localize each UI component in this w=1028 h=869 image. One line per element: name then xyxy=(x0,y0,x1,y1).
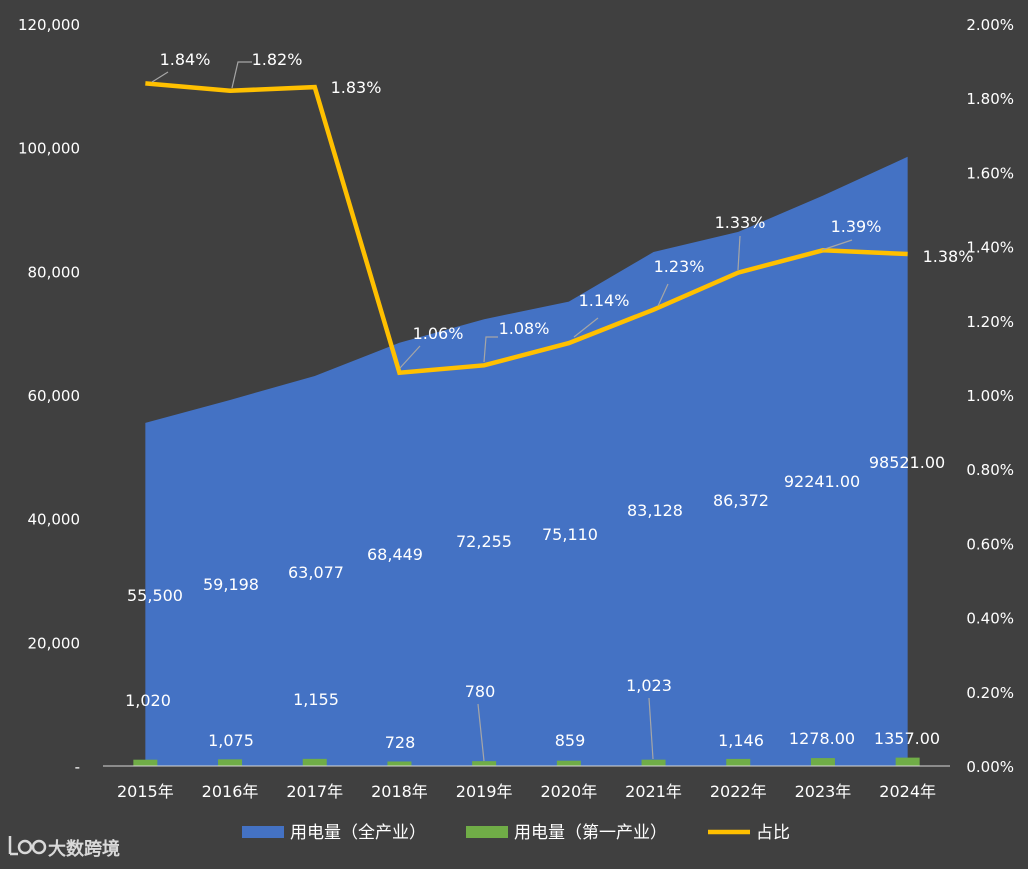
bar-primary-industry xyxy=(387,761,412,766)
y-right-tick-label: 2.00% xyxy=(966,16,1014,34)
watermark-logo-icon xyxy=(8,836,47,856)
y-left-tick-label: - xyxy=(75,758,80,776)
line-series-group xyxy=(145,81,908,376)
data-label-total: 68,449 xyxy=(367,545,423,564)
legend-label: 用电量（全产业） xyxy=(290,823,426,843)
y-right-tick-label: 1.60% xyxy=(966,164,1014,182)
data-label-total: 72,255 xyxy=(456,532,512,551)
y-right-tick-label: 0.60% xyxy=(966,535,1014,553)
y-right-tick-label: 0.40% xyxy=(966,610,1014,628)
y-right-tick-label: 1.80% xyxy=(966,90,1014,108)
x-tick-label: 2022年 xyxy=(710,782,767,801)
data-label-leader xyxy=(821,239,853,251)
x-tick-label: 2017年 xyxy=(286,782,343,801)
watermark-text: 大数跨境 xyxy=(48,838,120,860)
y-right-tick-label: 0.20% xyxy=(966,684,1014,702)
data-label-share: 1.23% xyxy=(654,257,705,276)
bar-primary-industry xyxy=(726,758,751,766)
data-label-primary: 1,023 xyxy=(626,676,672,695)
y-right-tick-label: 1.20% xyxy=(966,313,1014,331)
data-label-total: 98521.00 xyxy=(869,453,945,472)
data-label-total: 55,500 xyxy=(127,586,183,605)
data-label-primary: 1357.00 xyxy=(874,729,940,748)
y-left-tick-label: 100,000 xyxy=(18,140,80,158)
y-left-tick-label: 120,000 xyxy=(18,16,80,34)
data-label-primary: 780 xyxy=(465,682,496,701)
data-label-share: 1.06% xyxy=(413,324,464,343)
bar-primary-industry xyxy=(218,759,243,766)
data-label-total: 83,128 xyxy=(627,501,683,520)
data-label-share: 1.39% xyxy=(831,217,882,236)
data-label-leader xyxy=(399,345,421,369)
data-label-leader xyxy=(477,703,485,762)
data-label-total: 86,372 xyxy=(713,491,769,510)
data-label-share: 1.33% xyxy=(715,213,766,232)
data-label-total: 92241.00 xyxy=(784,472,860,491)
data-label-share: 1.14% xyxy=(579,291,630,310)
y-left-tick-label: 20,000 xyxy=(28,634,81,652)
data-label-share: 1.08% xyxy=(499,319,550,338)
data-label-primary: 859 xyxy=(555,731,586,750)
data-label-primary: 728 xyxy=(385,733,416,752)
bar-primary-industry xyxy=(895,757,920,766)
data-label-total: 75,110 xyxy=(542,525,598,544)
area-series-total xyxy=(145,156,908,766)
data-label-leader xyxy=(151,71,169,83)
data-label-primary: 1,020 xyxy=(125,691,171,710)
x-tick-label: 2024年 xyxy=(879,782,936,801)
data-label-leader xyxy=(483,336,498,363)
x-tick-label: 2019年 xyxy=(456,782,513,801)
x-tick-label: 2015年 xyxy=(117,782,174,801)
legend-label: 占比 xyxy=(756,823,790,843)
y-right-tick-label: 1.00% xyxy=(966,387,1014,405)
legend-swatch xyxy=(466,826,508,838)
y-left-tick-label: 40,000 xyxy=(28,511,81,529)
data-label-share: 1.84% xyxy=(160,50,211,69)
data-label-leader xyxy=(231,61,252,89)
data-label-share: 1.82% xyxy=(252,50,303,69)
data-label-primary: 1,146 xyxy=(718,731,764,750)
watermark: 大数跨境 xyxy=(8,836,120,860)
bar-primary-industry xyxy=(641,759,666,766)
y-right-tick-label: 0.00% xyxy=(966,758,1014,776)
data-label-leader xyxy=(573,317,599,338)
line-series-share xyxy=(145,81,908,376)
data-label-share: 1.83% xyxy=(331,78,382,97)
data-label-primary: 1,155 xyxy=(293,690,339,709)
data-labels-group: 55,500 59,198 63,077 68,449 72,255 75,110 83,1… xyxy=(125,50,974,762)
y-left-tick-label: 60,000 xyxy=(28,387,81,405)
data-label-leader xyxy=(648,697,654,760)
legend: 用电量（全产业） 用电量（第一产业） 占比 xyxy=(242,823,790,843)
legend-swatch xyxy=(242,826,284,838)
bar-primary-industry xyxy=(472,761,497,766)
data-label-share: 1.38% xyxy=(923,247,974,266)
x-tick-label: 2018年 xyxy=(371,782,428,801)
data-label-leader xyxy=(737,235,741,271)
bar-primary-industry xyxy=(133,759,158,766)
x-tick-label: 2020年 xyxy=(540,782,597,801)
bar-primary-industry xyxy=(302,758,327,766)
axes-group: - 20,000 40,000 60,000 80,000 100,000 120,000 0… xyxy=(18,16,1014,801)
legend-label: 用电量（第一产业） xyxy=(514,823,667,843)
x-tick-label: 2016年 xyxy=(202,782,259,801)
x-tick-label: 2023年 xyxy=(795,782,852,801)
data-label-primary: 1278.00 xyxy=(789,729,855,748)
bar-primary-industry xyxy=(810,758,835,766)
data-label-total: 59,198 xyxy=(203,575,259,594)
y-right-tick-label: 1.40% xyxy=(966,239,1014,257)
x-tick-label: 2021年 xyxy=(625,782,682,801)
data-label-leader xyxy=(657,283,669,307)
data-label-total: 63,077 xyxy=(288,563,344,582)
bar-primary-industry xyxy=(556,760,581,766)
data-label-primary: 1,075 xyxy=(208,731,254,750)
bar-series-group xyxy=(133,757,920,766)
y-right-tick-label: 0.80% xyxy=(966,461,1014,479)
area-series-group xyxy=(145,156,908,766)
y-left-tick-label: 80,000 xyxy=(28,263,81,281)
